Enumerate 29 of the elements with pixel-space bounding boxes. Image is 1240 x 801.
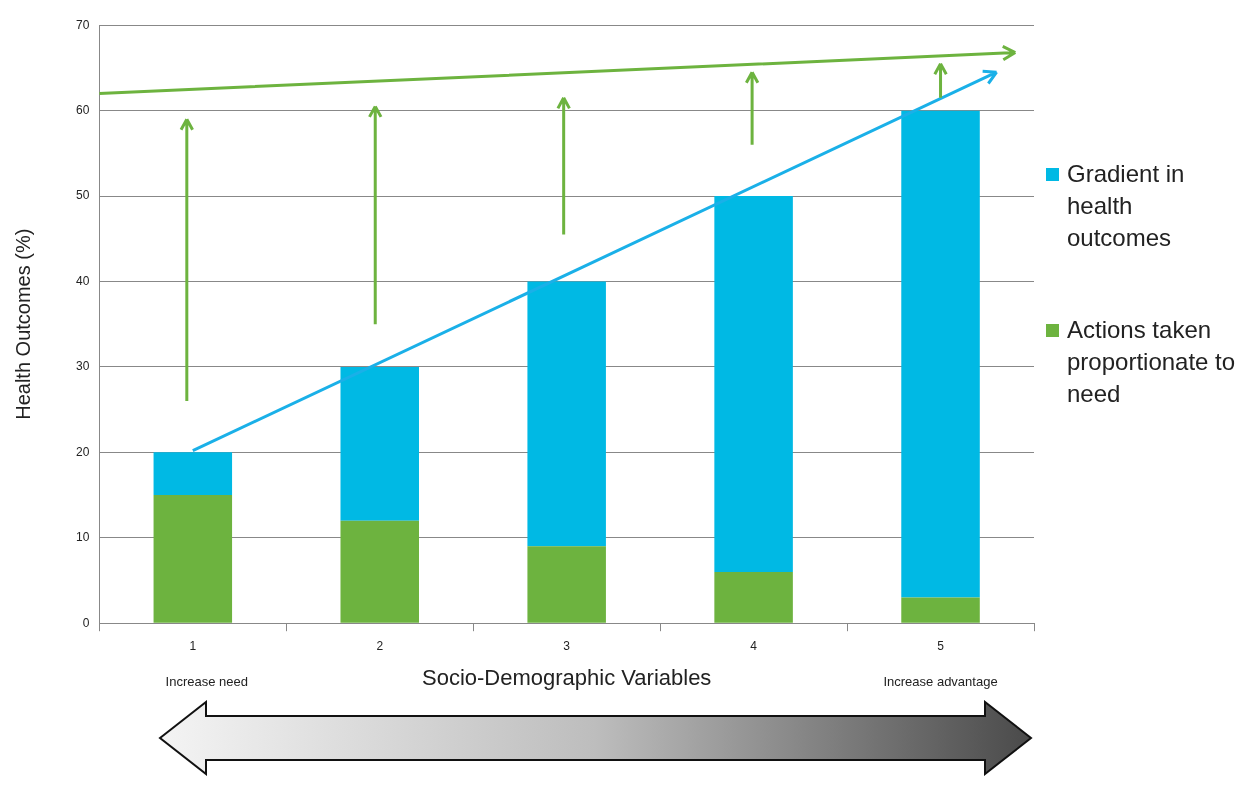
y-tick-label: 60 <box>75 102 90 117</box>
x-axis-title: Socio-Demographic Variables <box>421 664 712 690</box>
bar <box>340 520 419 623</box>
bar <box>153 452 233 496</box>
x-tick-label: 4 <box>750 638 758 653</box>
bar <box>153 495 233 623</box>
bar <box>901 110 980 598</box>
bar <box>527 546 606 623</box>
bar <box>714 571 793 623</box>
y-tick-label: 20 <box>75 444 90 459</box>
y-axis-title: Health Outcomes (%) <box>11 228 34 420</box>
y-tick-label: 10 <box>75 530 90 545</box>
x-tick-label: 1 <box>189 638 197 653</box>
legend-label: Actions taken proportionate to need <box>1067 315 1236 409</box>
text: Increase advantage <box>883 673 998 689</box>
y-tick-label: 30 <box>75 359 90 374</box>
bar <box>901 597 980 623</box>
x-tick-label: 5 <box>937 638 945 653</box>
bar <box>714 196 793 572</box>
x-tick-label: 2 <box>376 638 384 653</box>
y-tick-label: 0 <box>82 615 90 630</box>
bar <box>527 281 606 547</box>
y-tick-label: 50 <box>75 188 90 203</box>
legend-label: Gradient in health outcomes <box>1067 159 1186 253</box>
text: Increase need <box>165 673 249 689</box>
y-tick-label: 40 <box>75 273 90 288</box>
bar <box>340 366 419 521</box>
y-tick-label: 70 <box>75 17 90 32</box>
x-tick-label: 3 <box>563 638 571 653</box>
